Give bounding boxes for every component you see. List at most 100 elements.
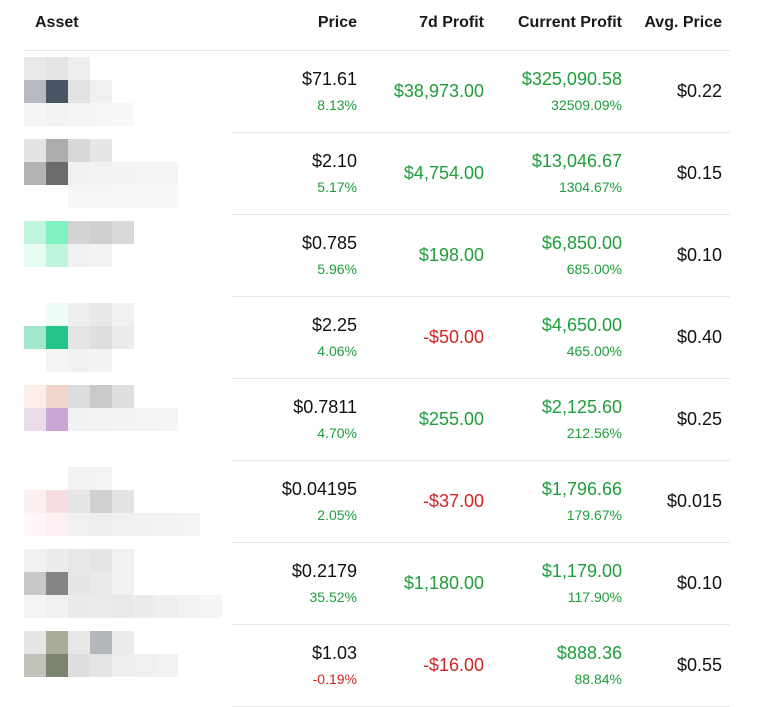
header-7d-profit[interactable]: 7d Profit bbox=[419, 14, 484, 31]
avg-price-value: $0.15 bbox=[676, 163, 722, 183]
redacted-pixel bbox=[178, 513, 200, 536]
row-divider bbox=[232, 542, 730, 543]
table-row[interactable]: $0.785 5.96% $198.00 $6,850.00 685.00% $0.10 bbox=[24, 215, 730, 297]
redacted-pixel bbox=[46, 490, 68, 513]
redacted-pixel bbox=[90, 631, 112, 654]
redacted-pixel bbox=[46, 103, 68, 126]
header-price[interactable]: Price bbox=[317, 14, 357, 31]
redacted-pixel bbox=[200, 595, 222, 618]
asset-cell-redacted[interactable] bbox=[24, 385, 229, 455]
asset-cell-redacted[interactable] bbox=[24, 631, 229, 701]
redacted-pixel bbox=[24, 103, 46, 126]
current-profit-cell: $4,650.00 465.00% bbox=[542, 314, 622, 360]
asset-cell-redacted[interactable] bbox=[24, 549, 229, 619]
price-value: $0.2179 bbox=[291, 561, 357, 581]
redacted-pixel bbox=[134, 595, 156, 618]
redacted-pixel bbox=[112, 513, 134, 536]
header-asset[interactable]: Asset bbox=[35, 14, 79, 31]
redacted-pixel bbox=[24, 408, 46, 431]
redacted-pixel bbox=[24, 490, 46, 513]
price-value: $71.61 bbox=[301, 69, 357, 89]
asset-cell-redacted[interactable] bbox=[24, 139, 229, 209]
table-row[interactable]: $0.04195 2.05% -$37.00 $1,796.66 179.67% $0.0… bbox=[24, 461, 730, 543]
avg-price-value: $0.015 bbox=[666, 491, 722, 511]
header-current-profit[interactable]: Current Profit bbox=[518, 14, 622, 31]
redacted-pixel bbox=[90, 221, 112, 244]
redacted-pixel bbox=[46, 631, 68, 654]
redacted-pixel bbox=[178, 595, 200, 618]
asset-cell-redacted[interactable] bbox=[24, 221, 229, 291]
asset-cell-redacted[interactable] bbox=[24, 57, 229, 127]
redacted-pixel bbox=[68, 654, 90, 677]
price-value: $0.785 bbox=[301, 233, 357, 253]
redacted-pixel bbox=[112, 303, 134, 326]
current-profit-percent: 1304.67% bbox=[558, 179, 622, 195]
current-profit-percent: 212.56% bbox=[566, 425, 622, 441]
row-divider bbox=[232, 624, 730, 625]
price-cell: $2.10 5.17% bbox=[312, 150, 357, 196]
table-body: $71.61 8.13% $38,973.00 $325,090.58 32509.09… bbox=[24, 51, 730, 707]
row-divider bbox=[232, 296, 730, 297]
redacted-pixel bbox=[112, 654, 134, 677]
redacted-pixel bbox=[90, 185, 112, 208]
redacted-pixel bbox=[68, 349, 90, 372]
redacted-pixel bbox=[24, 385, 46, 408]
price-value: $2.10 bbox=[311, 151, 357, 171]
price-value: $0.04195 bbox=[281, 479, 357, 499]
profit-7d-value: $1,180.00 bbox=[403, 573, 484, 593]
price-change-percent: 8.13% bbox=[317, 97, 357, 113]
price-value: $0.7811 bbox=[293, 397, 357, 417]
redacted-pixel bbox=[24, 162, 46, 185]
current-profit-cell: $325,090.58 32509.09% bbox=[522, 68, 622, 114]
current-profit-value: $1,796.66 bbox=[541, 479, 622, 499]
redacted-pixel bbox=[90, 139, 112, 162]
current-profit-value: $325,090.58 bbox=[521, 69, 622, 89]
redacted-pixel bbox=[46, 221, 68, 244]
redacted-pixel bbox=[46, 162, 68, 185]
table-row[interactable]: $0.2179 35.52% $1,180.00 $1,179.00 117.90% $0… bbox=[24, 543, 730, 625]
row-divider bbox=[232, 132, 730, 133]
table-row[interactable]: $1.03 -0.19% -$16.00 $888.36 88.84% $0.55 bbox=[24, 625, 730, 707]
redacted-pixel bbox=[46, 244, 68, 267]
redacted-pixel bbox=[112, 185, 134, 208]
asset-cell-redacted[interactable] bbox=[24, 467, 229, 537]
price-cell: $0.785 5.96% bbox=[302, 232, 357, 278]
redacted-pixel bbox=[68, 408, 90, 431]
redacted-pixel bbox=[68, 80, 90, 103]
redacted-pixel bbox=[90, 80, 112, 103]
current-profit-value: $2,125.60 bbox=[541, 397, 622, 417]
redacted-pixel bbox=[90, 549, 112, 572]
redacted-pixel bbox=[68, 57, 90, 80]
redacted-pixel bbox=[24, 572, 46, 595]
redacted-pixel bbox=[68, 385, 90, 408]
redacted-pixel bbox=[134, 162, 156, 185]
redacted-pixel bbox=[46, 303, 68, 326]
redacted-pixel bbox=[68, 244, 90, 267]
redacted-pixel bbox=[134, 185, 156, 208]
redacted-pixel bbox=[24, 244, 46, 267]
current-profit-value: $888.36 bbox=[556, 643, 622, 663]
table-row[interactable]: $2.25 4.06% -$50.00 $4,650.00 465.00% $0.40 bbox=[24, 297, 730, 379]
table-row[interactable]: $2.10 5.17% $4,754.00 $13,046.67 1304.67% $0.… bbox=[24, 133, 730, 215]
redacted-pixel bbox=[112, 549, 134, 572]
table-row[interactable]: $0.7811 4.70% $255.00 $2,125.60 212.56% $0.25 bbox=[24, 379, 730, 461]
redacted-pixel bbox=[46, 654, 68, 677]
redacted-pixel bbox=[68, 549, 90, 572]
redacted-pixel bbox=[24, 139, 46, 162]
redacted-pixel bbox=[46, 80, 68, 103]
current-profit-value: $1,179.00 bbox=[541, 561, 622, 581]
redacted-pixel bbox=[24, 221, 46, 244]
redacted-pixel bbox=[24, 595, 46, 618]
redacted-pixel bbox=[24, 513, 46, 536]
header-avg-price[interactable]: Avg. Price bbox=[644, 14, 722, 31]
price-cell: $0.2179 35.52% bbox=[292, 560, 357, 606]
redacted-pixel bbox=[156, 513, 178, 536]
redacted-pixel bbox=[112, 221, 134, 244]
redacted-pixel bbox=[90, 326, 112, 349]
redacted-pixel bbox=[24, 631, 46, 654]
table-row[interactable]: $71.61 8.13% $38,973.00 $325,090.58 32509.09… bbox=[24, 51, 730, 133]
avg-price-value: $0.10 bbox=[676, 245, 722, 265]
asset-cell-redacted[interactable] bbox=[24, 303, 229, 373]
profit-7d-value: $255.00 bbox=[418, 409, 484, 429]
redacted-pixel bbox=[68, 103, 90, 126]
